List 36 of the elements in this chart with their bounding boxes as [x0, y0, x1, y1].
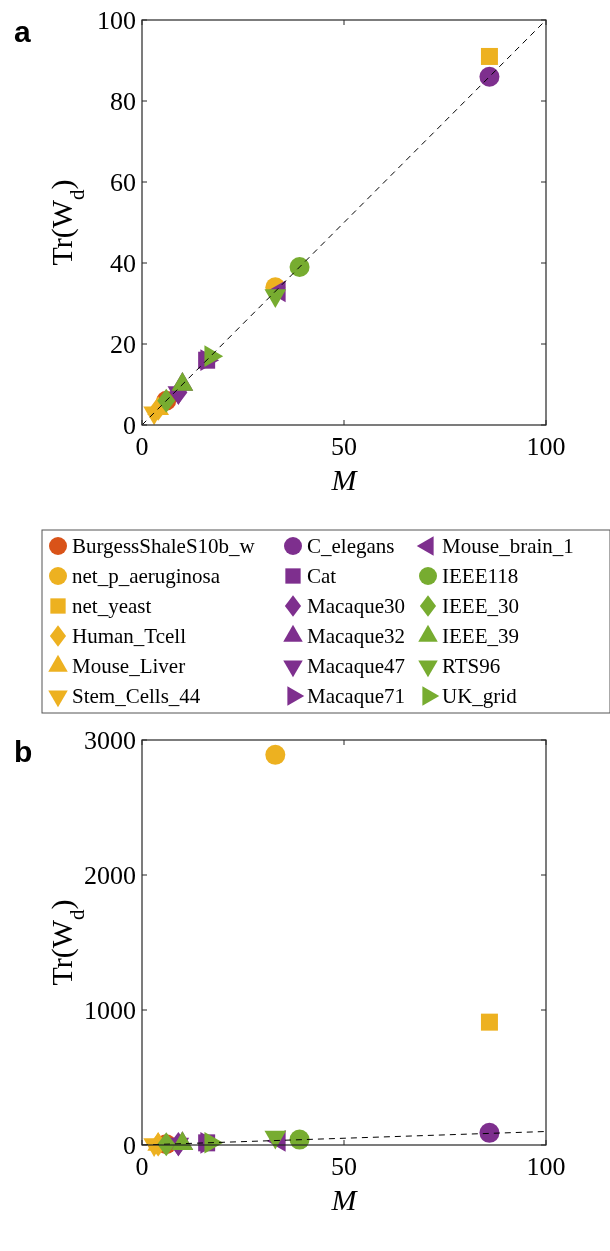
legend-label: net_yeast [72, 594, 152, 618]
legend-label: Human_Tcell [72, 624, 187, 648]
y-tick-label: 100 [97, 6, 136, 35]
y-tick-label: 60 [110, 168, 136, 197]
y-tick-label: 40 [110, 249, 136, 278]
legend-label: IEEE118 [442, 564, 519, 588]
chart-title: a [14, 15, 31, 48]
legend-label: UK_grid [442, 684, 518, 708]
legend-label: Mouse_Liver [72, 654, 186, 678]
x-axis-title: M [330, 463, 359, 496]
x-tick-label: 50 [331, 432, 357, 461]
chart-title: b [14, 735, 33, 768]
y-tick-label: 80 [110, 87, 136, 116]
legend-label: Cat [307, 564, 337, 588]
legend-label: RTS96 [442, 654, 501, 678]
legend-label: IEEE_39 [442, 624, 519, 648]
legend-label: BurgessShaleS10b_w [72, 534, 256, 558]
x-tick-label: 50 [331, 1152, 357, 1181]
legend-label: Stem_Cells_44 [72, 684, 201, 708]
y-tick-label: 3000 [84, 726, 136, 755]
legend-label: Macaque71 [307, 684, 405, 708]
y-tick-label: 20 [110, 330, 136, 359]
x-tick-label: 100 [526, 1152, 566, 1181]
legend-label: Mouse_brain_1 [442, 534, 574, 558]
legend-label: Macaque32 [307, 624, 405, 648]
legend-label: net_p_aeruginosa [72, 564, 221, 588]
y-tick-label: 1000 [84, 996, 136, 1025]
x-tick-label: 100 [526, 432, 566, 461]
x-axis-title: M [330, 1183, 359, 1216]
y-tick-label: 0 [123, 411, 136, 440]
legend-label: C_elegans [307, 534, 395, 558]
y-tick-label: 2000 [84, 861, 136, 890]
legend-label: IEEE_30 [442, 594, 519, 618]
y-tick-label: 0 [123, 1131, 136, 1160]
legend-label: Macaque47 [307, 654, 405, 678]
legend-label: Macaque30 [307, 594, 405, 618]
